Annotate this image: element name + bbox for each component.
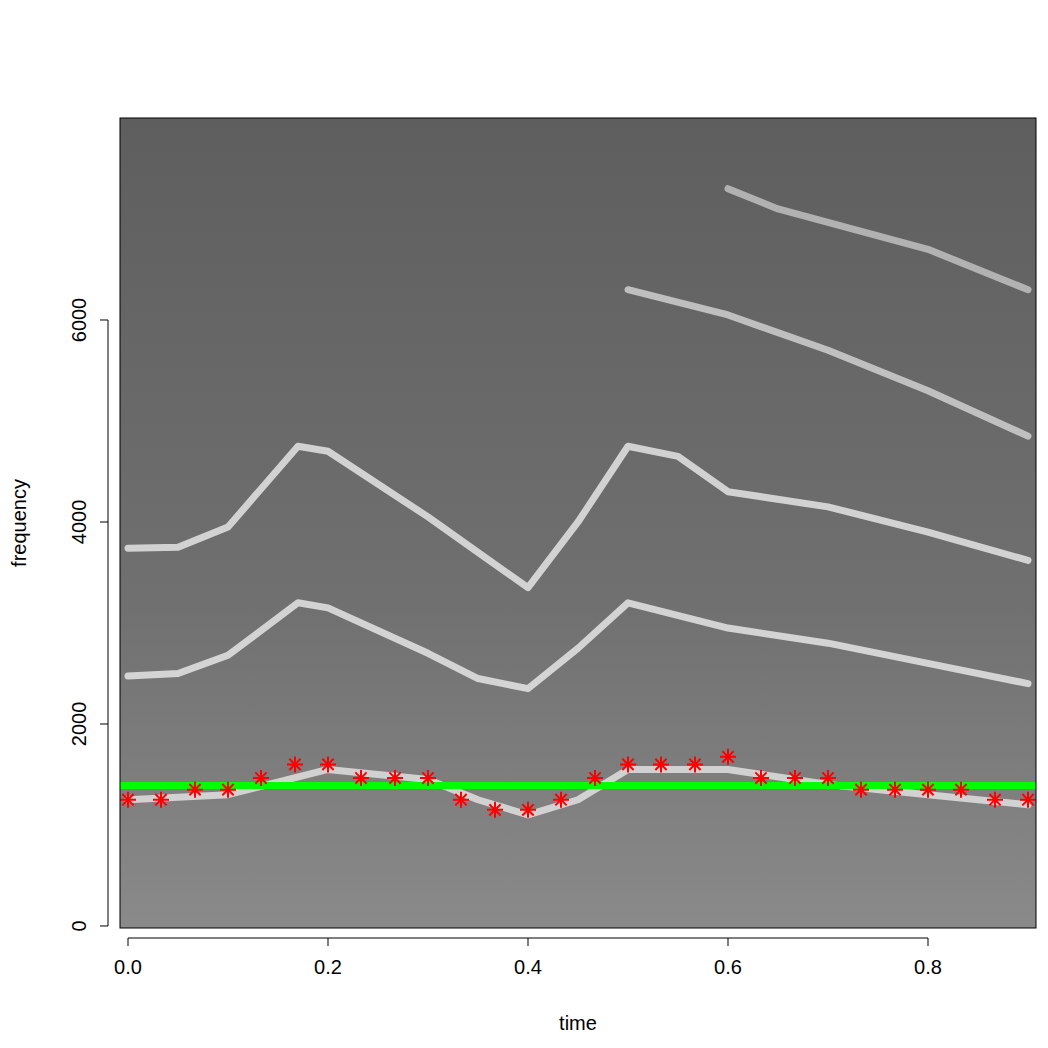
x-tick-label: 0.2 (314, 956, 342, 978)
estimate-point (353, 770, 369, 786)
estimate-point (987, 792, 1003, 808)
y-tick (100, 925, 108, 926)
estimate-point (687, 756, 703, 772)
y-tick (100, 723, 108, 724)
estimate-point (887, 782, 903, 798)
estimate-point (287, 756, 303, 772)
x-tick-label: 0.0 (114, 956, 142, 978)
estimate-point (453, 792, 469, 808)
x-tick (728, 938, 729, 946)
estimate-point (920, 782, 936, 798)
estimate-point (953, 782, 969, 798)
y-axis-line (108, 320, 109, 926)
spectrogram-background (120, 118, 1036, 928)
estimate-point (120, 792, 136, 808)
y-tick (100, 319, 108, 320)
estimate-point (653, 756, 669, 772)
y-tick-label: 6000 (68, 298, 90, 343)
estimate-point (520, 802, 536, 818)
x-tick-label: 0.4 (514, 956, 542, 978)
x-tick (528, 938, 529, 946)
estimate-point (720, 749, 736, 765)
estimate-point (553, 792, 569, 808)
x-tick (928, 938, 929, 946)
plot-frame (120, 118, 1036, 928)
y-tick (100, 521, 108, 522)
y-tick-label: 0 (68, 920, 90, 931)
estimate-point (187, 782, 203, 798)
chart: 0.0 0.2 0.4 0.6 0.8 0 2000 4000 6000 time frequenc… (0, 0, 1048, 1048)
formant-ridge (128, 603, 1028, 689)
estimate-point (753, 770, 769, 786)
x-tick-label: 0.6 (714, 956, 742, 978)
y-tick-label: 2000 (68, 702, 90, 747)
estimate-point (487, 802, 503, 818)
estimate-point (620, 756, 636, 772)
estimate-point (587, 770, 603, 786)
estimate-point (1020, 792, 1036, 808)
x-axis-title: time (559, 1012, 597, 1034)
x-tick (128, 938, 129, 946)
formant-ridge (128, 769, 1028, 814)
formant-ridge (628, 290, 1028, 436)
estimate-point (420, 770, 436, 786)
estimate-point (253, 770, 269, 786)
estimate-point (820, 770, 836, 786)
estimate-point (787, 770, 803, 786)
y-axis-title: frequency (8, 479, 30, 567)
estimate-point (220, 782, 236, 798)
x-tick-label: 0.8 (914, 956, 942, 978)
estimate-point (153, 792, 169, 808)
estimate-point (387, 770, 403, 786)
formant-ridge (128, 446, 1028, 587)
plot-area (120, 189, 1036, 818)
x-tick (328, 938, 329, 946)
y-tick-label: 4000 (68, 500, 90, 545)
estimate-point (320, 756, 336, 772)
formant-ridge (728, 189, 1028, 290)
estimate-point (853, 782, 869, 798)
